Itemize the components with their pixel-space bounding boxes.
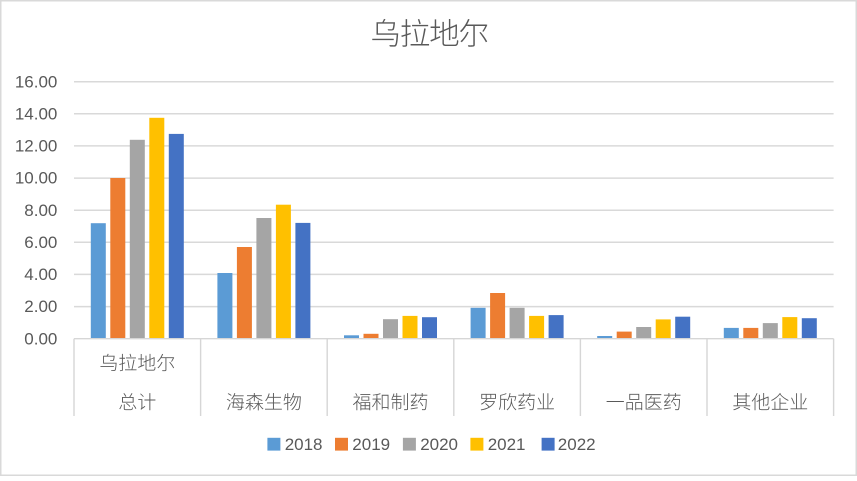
svg-text:2.00: 2.00 [24,297,57,316]
svg-text:2018: 2018 [285,435,323,454]
svg-text:6.00: 6.00 [24,233,57,252]
svg-text:14.00: 14.00 [15,104,58,123]
svg-text:16.00: 16.00 [15,72,58,91]
svg-text:2019: 2019 [352,435,390,454]
svg-text:4.00: 4.00 [24,265,57,284]
svg-text:12.00: 12.00 [15,137,58,156]
svg-text:2021: 2021 [488,435,526,454]
svg-text:2020: 2020 [420,435,458,454]
svg-text:2022: 2022 [558,435,596,454]
svg-text:8.00: 8.00 [24,201,57,220]
svg-text:0.00: 0.00 [24,329,57,348]
svg-text:10.00: 10.00 [15,169,58,188]
